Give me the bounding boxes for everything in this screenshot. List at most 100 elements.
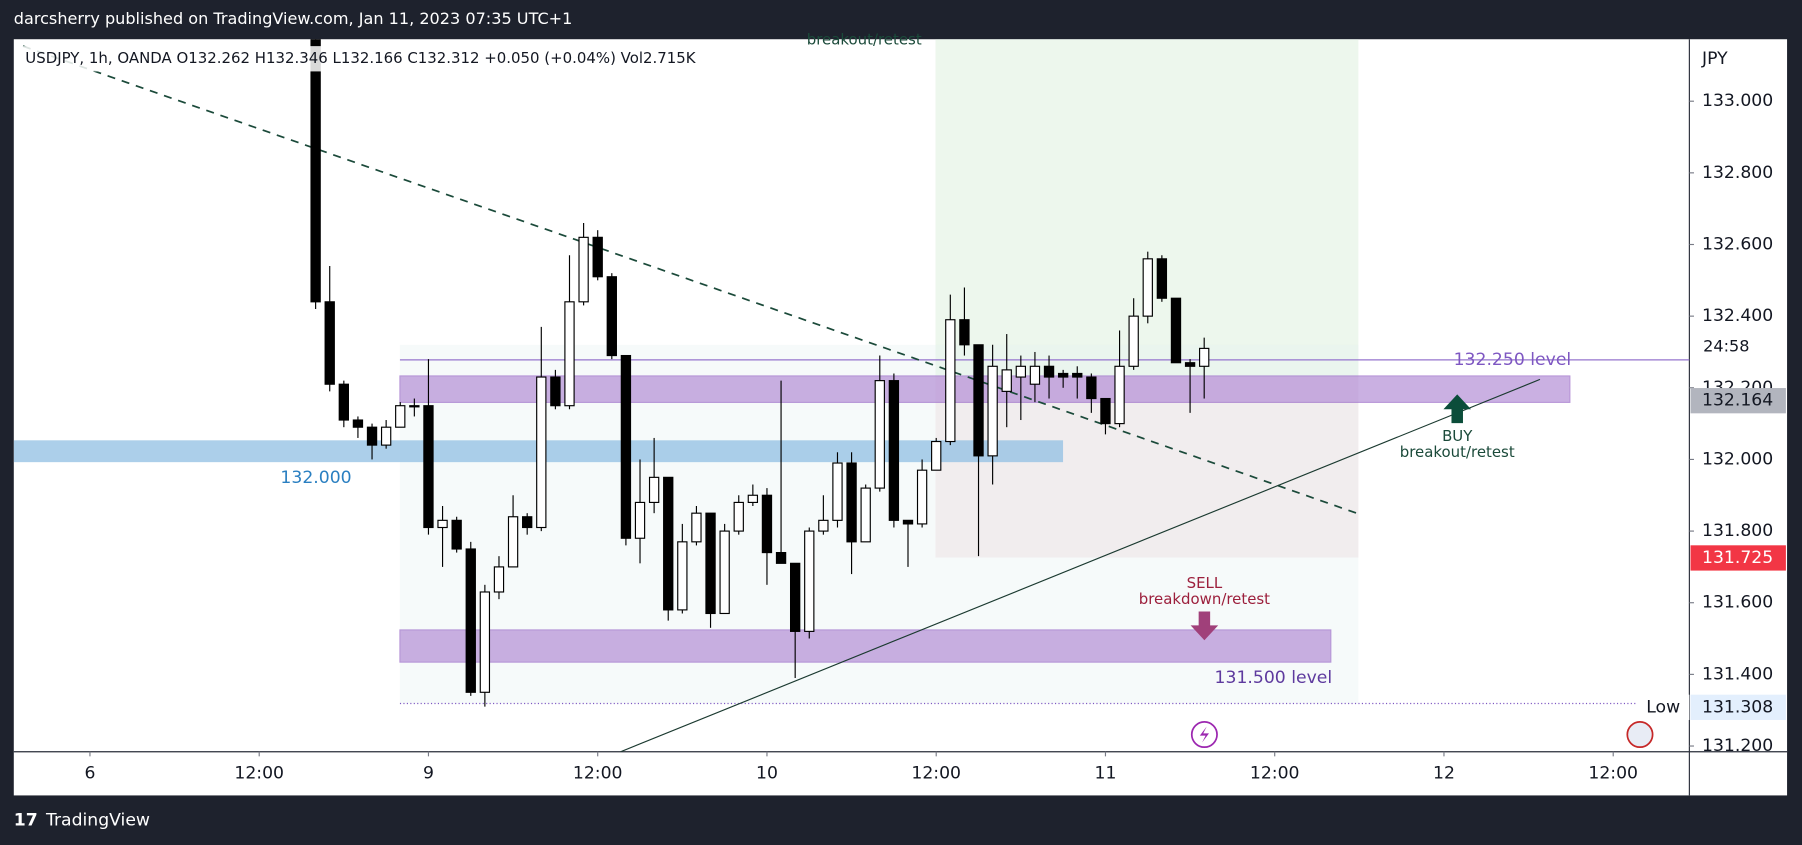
candle-body xyxy=(691,512,702,543)
upper-zone xyxy=(399,375,1571,403)
candle-body xyxy=(564,301,575,407)
candle-body xyxy=(606,276,617,357)
candle-body xyxy=(959,319,970,346)
candle-body xyxy=(310,39,321,303)
candle-body xyxy=(832,462,843,521)
y-tick-label: 131.400 xyxy=(1702,664,1773,684)
header-title: darcsherry published on TradingView.com,… xyxy=(14,9,573,28)
price-tag-label: 131.725 xyxy=(1702,548,1773,568)
candle-body xyxy=(789,562,801,632)
candle-body xyxy=(1184,362,1196,367)
candle-body xyxy=(1001,369,1012,392)
y-tick-label: 132.600 xyxy=(1702,234,1773,254)
buy-label: BUY xyxy=(1442,427,1473,445)
candle-body xyxy=(1114,365,1125,425)
candle-body xyxy=(1100,397,1111,425)
candle-body xyxy=(507,516,519,568)
x-tick-label: 10 xyxy=(756,764,778,784)
candle-body xyxy=(775,552,787,564)
countdown: 24:58 xyxy=(1703,337,1749,356)
candle-body xyxy=(818,519,829,532)
candle-body xyxy=(1086,376,1097,400)
candle-body xyxy=(931,440,942,471)
candle-body xyxy=(578,236,589,303)
candle-body xyxy=(550,376,561,407)
y-tick-label: 132.400 xyxy=(1702,306,1773,326)
drawings xyxy=(13,39,1690,752)
y-tick-label: 132.000 xyxy=(1702,449,1773,469)
flag-icon[interactable] xyxy=(1626,721,1654,749)
candle-body xyxy=(409,405,420,408)
legend-bg xyxy=(16,46,706,72)
y-tick-label: 132.800 xyxy=(1702,163,1773,183)
x-tick-label: 12 xyxy=(1433,764,1455,784)
candle-body xyxy=(352,419,364,428)
candle-body xyxy=(620,354,632,539)
low-tag-bg xyxy=(1636,694,1690,720)
candle-body xyxy=(366,426,378,446)
candle-body xyxy=(1015,365,1027,378)
zone-label: 131.500 level xyxy=(1215,668,1333,688)
x-tick-label: 12:00 xyxy=(234,764,284,784)
candle-body xyxy=(1057,372,1069,378)
price-tag-label: 132.164 xyxy=(1702,391,1773,411)
candle-body xyxy=(860,487,871,543)
profit-zone xyxy=(935,39,1359,376)
event-bolt xyxy=(1199,726,1209,743)
trend-line-down xyxy=(22,45,1363,516)
candle-body xyxy=(592,236,603,278)
candle-body xyxy=(437,519,448,529)
price-tag-label: 131.308 xyxy=(1702,697,1773,717)
x-tick-label: 12:00 xyxy=(1588,764,1638,784)
candle-body xyxy=(451,519,462,550)
candle-body xyxy=(916,469,928,525)
candle-body xyxy=(1029,365,1041,385)
candle-body xyxy=(479,591,491,693)
zone-label: 132.250 level xyxy=(1454,350,1572,370)
price-tag xyxy=(1690,388,1786,414)
candle-body xyxy=(888,380,900,521)
currency: JPY xyxy=(1701,49,1728,69)
sell-arrow xyxy=(1190,611,1219,641)
footer-brand: TradingView xyxy=(45,811,150,831)
candle-body xyxy=(493,566,505,593)
y-tick-label: 131.800 xyxy=(1702,521,1773,541)
legend: USDJPY, 1h, OANDA O132.262 H132.346 L132… xyxy=(25,49,697,67)
candle-body xyxy=(804,530,815,632)
candle-body xyxy=(846,462,857,543)
chart-area xyxy=(13,39,1788,796)
sell-note: breakdown/retest xyxy=(1139,590,1270,608)
price-tag xyxy=(1690,545,1786,571)
y-tick-label: 133.000 xyxy=(1702,91,1773,111)
candle-body xyxy=(465,548,476,693)
candle-body xyxy=(761,494,773,554)
buy-arrow xyxy=(1443,394,1472,424)
x-tick-label: 9 xyxy=(423,764,434,784)
x-tick-label: 11 xyxy=(1094,764,1116,784)
candle-body xyxy=(522,516,533,529)
candle-body xyxy=(705,512,716,615)
buy-note: breakout/retest xyxy=(1400,443,1515,461)
countdown-bg xyxy=(1691,335,1786,359)
candle-body xyxy=(1156,258,1168,299)
sell-label: SELL xyxy=(1187,574,1223,592)
candle-body xyxy=(395,405,406,428)
candle-body xyxy=(1199,347,1210,367)
candle-body xyxy=(1043,365,1055,378)
candle-body xyxy=(719,530,730,615)
x-tick-label: 12:00 xyxy=(911,764,961,784)
candle-body xyxy=(902,519,914,525)
candle-body xyxy=(1142,258,1153,317)
x-tick-label: 12:00 xyxy=(1250,764,1300,784)
candle-body xyxy=(324,301,335,385)
zone-label: 132.000 xyxy=(280,468,351,488)
candle-body xyxy=(1072,372,1083,378)
loss-zone xyxy=(935,375,1359,558)
top-note: breakout/retest xyxy=(807,30,922,48)
x-tick-label: 12:00 xyxy=(573,764,623,784)
trend-line-up xyxy=(620,378,1541,752)
candle-body xyxy=(733,501,744,532)
candle-body xyxy=(648,476,660,504)
y-tick-label: 131.600 xyxy=(1702,593,1773,613)
